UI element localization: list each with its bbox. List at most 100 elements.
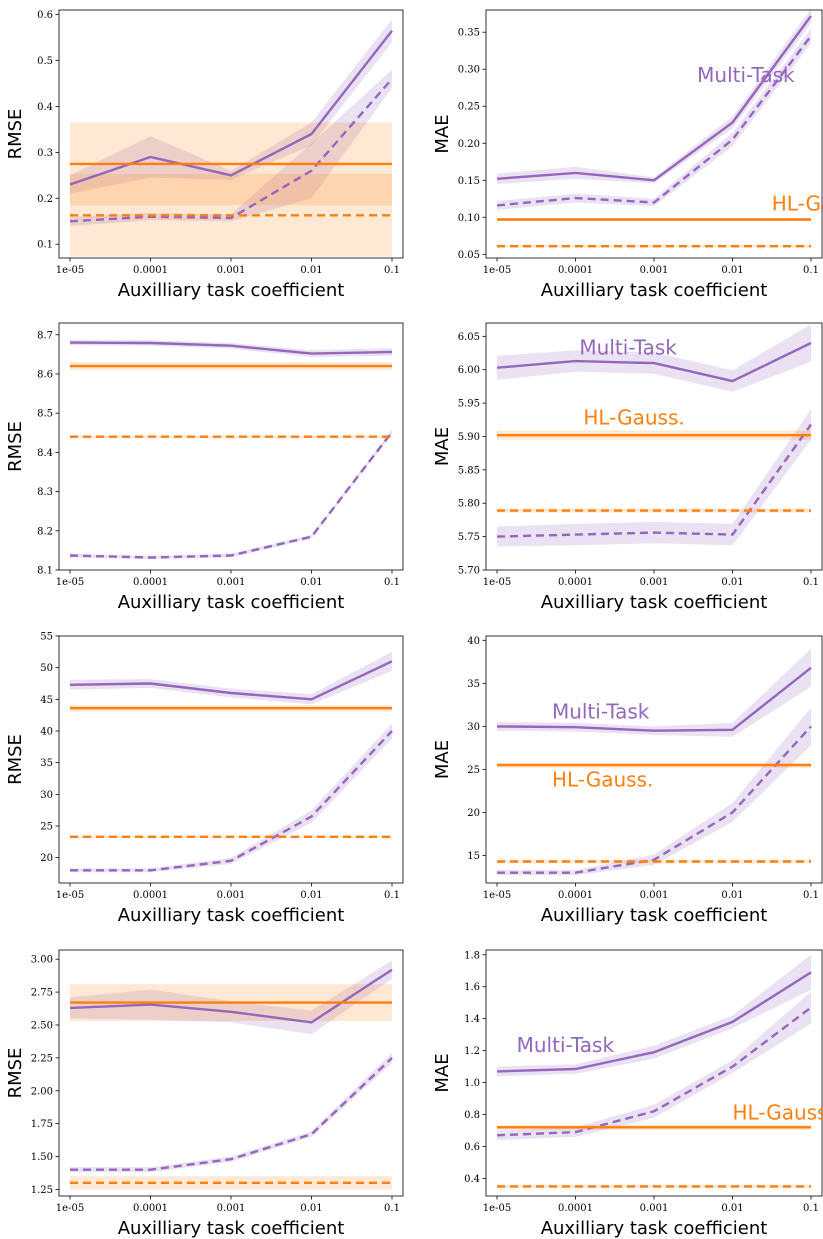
x-tick-label: 1e-05 [56, 265, 84, 276]
x-tick-label: 0.1 [384, 1203, 400, 1214]
y-tick-label: 2.25 [31, 1053, 53, 1064]
x-tick-label: 0.01 [721, 1203, 743, 1214]
x-tick-label: 1e-05 [56, 577, 84, 588]
multitask-annotation: Multi-Task [697, 63, 795, 87]
chart-panel: 8.1 8.2 8.3 8.4 8.5 8.6 8.7 1e-05 0.0001 0.001 0.0… [5, 322, 404, 613]
y-tick-label: 5.75 [458, 532, 480, 543]
x-tick-label: 1e-05 [56, 1203, 84, 1214]
x-tick-label: 0.001 [217, 265, 246, 276]
y-tick-label: 1.50 [31, 1152, 53, 1163]
series-line-solid [496, 15, 812, 182]
chart-panel: 0.1 0.2 0.3 0.4 0.5 0.6 1e-05 0.0001 0.001 0.01 0.… [5, 9, 404, 301]
y-tick-label: 6.00 [458, 365, 480, 376]
y-tick-label: 25 [467, 765, 480, 776]
hlgauss-annotation: HL-Gauss. [733, 1100, 823, 1124]
y-tick-label: 2.50 [31, 1020, 53, 1031]
y-tick-label: 1.8 [464, 950, 480, 961]
x-tick-label: 0.001 [640, 577, 669, 588]
y-tick-label: 6.05 [458, 332, 480, 343]
confidence-band [70, 19, 392, 194]
y-tick-label: 35 [467, 679, 480, 690]
x-tick-label: 0.1 [803, 265, 819, 276]
y-tick-label: 40 [40, 727, 53, 738]
series-line-solid [496, 341, 812, 383]
confidence-band [497, 707, 811, 876]
y-tick-label: 30 [40, 790, 53, 801]
y-tick-label: 0.30 [458, 65, 480, 76]
y-tick-label: 5.85 [458, 465, 480, 476]
x-tick-label: 0.1 [384, 265, 400, 276]
x-tick-label: 0.01 [300, 890, 322, 901]
y-tick-label: 30 [467, 722, 480, 733]
x-tick-label: 1e-05 [483, 890, 511, 901]
x-axis-label: Auxilliary task coefficient [118, 592, 345, 613]
multitask-annotation: Multi-Task [517, 1033, 615, 1057]
y-tick-label: 0.4 [464, 1174, 480, 1185]
y-tick-label: 1.4 [464, 1014, 480, 1025]
y-tick-label: 8.7 [37, 330, 53, 341]
hlgauss-annotation: HL-Gauss. [583, 405, 684, 429]
series-line-solid [496, 971, 812, 1073]
y-tick-label: 0.6 [37, 10, 53, 21]
y-tick-label: 55 [40, 632, 53, 643]
x-tick-label: 0.0001 [133, 890, 168, 901]
confidence-band [497, 648, 811, 737]
x-tick-label: 0.01 [300, 265, 322, 276]
series-line-dashed [69, 431, 393, 559]
chart-panel: 0.05 0.10 0.15 0.20 0.25 0.30 0.35 1e-05 0.0001 0… [432, 8, 823, 301]
y-tick-label: 25 [40, 822, 53, 833]
x-tick-label: 0.01 [300, 1203, 322, 1214]
y-tick-label: 0.20 [458, 139, 480, 150]
y-tick-label: 2.75 [31, 988, 53, 999]
x-tick-label: 1e-05 [483, 1203, 511, 1214]
y-tick-label: 0.1 [37, 240, 53, 251]
x-tick-label: 0.001 [217, 577, 246, 588]
y-tick-label: 8.1 [37, 566, 53, 577]
y-tick-label: 1.75 [31, 1119, 53, 1130]
y-tick-label: 1.25 [31, 1185, 53, 1196]
x-axis-label: Auxilliary task coefficient [541, 1218, 768, 1239]
y-tick-label: 0.15 [458, 176, 480, 187]
y-tick-label: 5.80 [458, 499, 480, 510]
y-tick-label: 5.70 [458, 566, 480, 577]
confidence-band [497, 409, 811, 547]
y-tick-label: 15 [467, 851, 480, 862]
y-tick-label: 20 [467, 808, 480, 819]
y-axis-label: RMSE [5, 1048, 26, 1099]
y-tick-label: 35 [40, 758, 53, 769]
chart-panel: 15 20 25 30 35 40 1e-05 0.0001 0.001 0.01 0.1 Auxil… [432, 635, 823, 926]
series-line-dashed [496, 1006, 812, 1137]
y-tick-label: 8.4 [37, 448, 53, 459]
y-tick-label: 5.90 [458, 432, 480, 443]
y-tick-label: 5.95 [458, 399, 480, 410]
y-tick-label: 0.10 [458, 213, 480, 224]
series-line-dashed [497, 725, 812, 874]
chart-panel: 1.25 1.50 1.75 2.00 2.25 2.50 2.75 3.00 1e-05 0.0… [5, 949, 404, 1239]
y-axis-label: MAE [432, 1053, 453, 1092]
confidence-band [70, 651, 392, 705]
x-tick-label: 0.0001 [558, 890, 593, 901]
x-tick-label: 0.001 [640, 265, 669, 276]
series-line-dashed [70, 1057, 393, 1171]
x-tick-label: 0.01 [721, 265, 743, 276]
y-tick-label: 0.2 [37, 194, 53, 205]
y-axis-label: RMSE [5, 421, 26, 472]
y-axis-label: MAE [432, 114, 453, 153]
x-tick-label: 1e-05 [483, 577, 511, 588]
series-line-dashed [69, 78, 393, 223]
y-tick-label: 20 [40, 853, 53, 864]
y-tick-label: 40 [467, 636, 480, 647]
y-axis-label: RMSE [5, 109, 26, 160]
x-tick-label: 0.001 [640, 1203, 669, 1214]
y-tick-label: 2.00 [31, 1086, 53, 1097]
confidence-band [70, 1052, 392, 1173]
y-tick-label: 1.0 [464, 1078, 480, 1089]
x-tick-label: 1e-05 [56, 890, 84, 901]
plot-frame [58, 635, 404, 884]
x-axis-label: Auxilliary task coefficient [118, 1218, 345, 1239]
confidence-band [70, 723, 392, 873]
y-tick-label: 8.6 [37, 369, 53, 380]
series-line-solid [69, 660, 393, 701]
confidence-band [497, 28, 811, 210]
